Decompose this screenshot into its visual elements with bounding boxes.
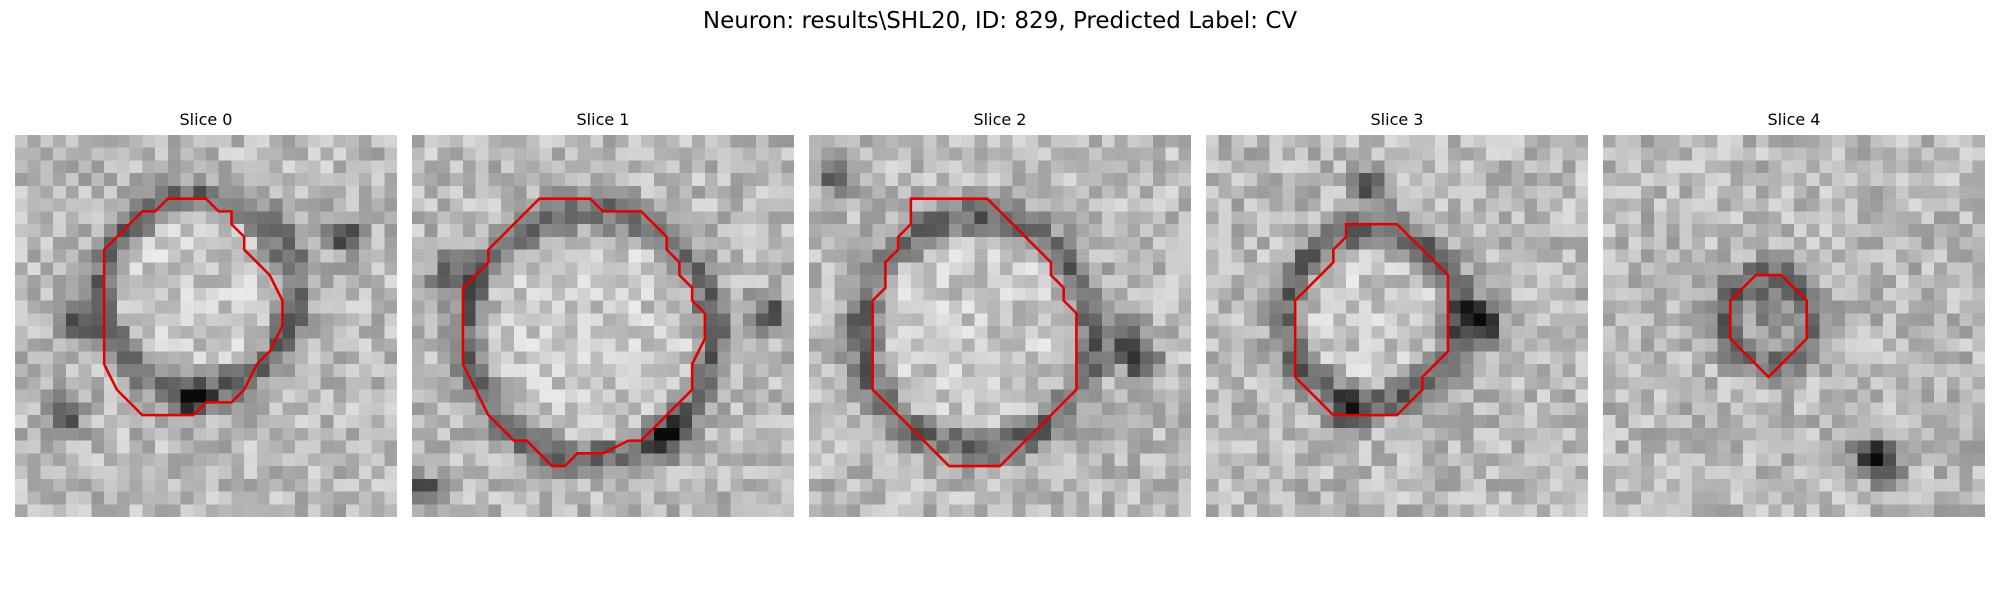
contour-outline	[871, 197, 1078, 468]
contour-outline	[1729, 273, 1809, 379]
contour-outline	[461, 197, 707, 468]
slice-image-0	[15, 135, 397, 517]
slice-title-0: Slice 0	[179, 110, 233, 129]
slice-image-4	[1603, 135, 1985, 517]
pixel-grid	[1206, 135, 1588, 517]
figure-title: Neuron: results\SHL20, ID: 829, Predicte…	[702, 8, 1298, 34]
slice-image-2	[809, 135, 1191, 517]
pixel-grid	[1603, 135, 1985, 517]
slice-image-3	[1206, 135, 1588, 517]
slice-title-4: Slice 4	[1767, 110, 1821, 129]
contour-outline	[1293, 222, 1450, 417]
slice-image-1	[412, 135, 794, 517]
slice-title-3: Slice 3	[1370, 110, 1424, 129]
pixel-grid	[809, 135, 1191, 517]
pixel-grid	[15, 135, 397, 517]
slice-title-2: Slice 2	[973, 110, 1027, 129]
pixel-grid	[412, 135, 794, 517]
contour-outline	[102, 197, 284, 417]
slice-title-1: Slice 1	[576, 110, 630, 129]
